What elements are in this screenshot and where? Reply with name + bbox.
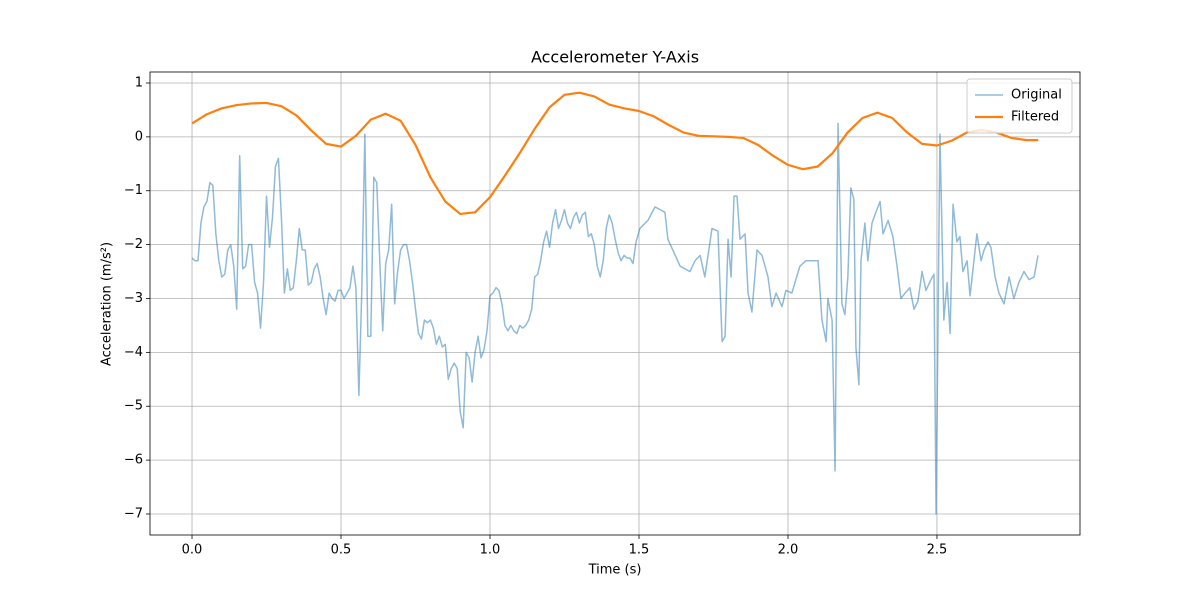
legend-box: [966, 78, 1073, 134]
y-axis-label: Acceleration (m/s²): [100, 242, 115, 366]
x-tick-label: 1.5: [629, 543, 650, 558]
x-tick-label: 2.0: [778, 543, 799, 558]
y-tick-label: 1: [135, 75, 143, 90]
y-tick-label: −1: [124, 183, 143, 198]
x-tick-label: 1.0: [480, 543, 501, 558]
y-tick-label: −6: [124, 453, 143, 468]
series-line: [191, 122, 1039, 515]
y-tick-label: −7: [124, 506, 143, 521]
plot-frame: [149, 71, 1081, 536]
y-tick-label: −4: [124, 345, 143, 360]
legend-label: Original: [1011, 88, 1062, 103]
legend-label: Filtered: [1011, 110, 1059, 125]
y-tick-label: −2: [124, 237, 143, 252]
x-axis-label: Time (s): [588, 563, 642, 578]
y-tick-label: −5: [124, 399, 143, 414]
series-line: [191, 91, 1039, 216]
x-tick-label: 2.5: [927, 543, 948, 558]
x-tick-label: 0.5: [331, 543, 352, 558]
y-tick-label: 0: [135, 129, 143, 144]
x-tick-label: 0.0: [182, 543, 203, 558]
legend: Original Filtered: [966, 78, 1073, 134]
chart-title: Accelerometer Y-Axis: [531, 48, 699, 67]
y-tick-label: −3: [124, 291, 143, 306]
